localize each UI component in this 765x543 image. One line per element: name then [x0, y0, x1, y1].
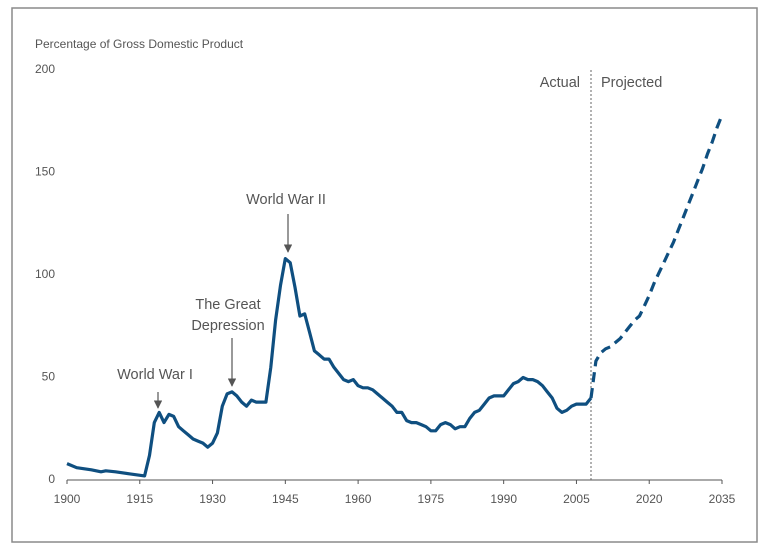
frame — [11, 7, 758, 543]
divider-label: Projected — [601, 75, 662, 91]
x-tick-label: 1900 — [54, 492, 81, 506]
x-tick-label: 2035 — [709, 492, 736, 506]
y-tick-label: 150 — [35, 165, 55, 179]
y-tick-label: 50 — [42, 370, 56, 384]
x-tick-label: 1945 — [272, 492, 299, 506]
y-tick-label: 100 — [35, 267, 55, 281]
annotation: The Great Depression — [191, 297, 264, 334]
x-tick-label: 1930 — [199, 492, 226, 506]
divider-label: Actual — [540, 75, 580, 91]
x-tick-label: 2005 — [563, 492, 590, 506]
annotation: World War I — [117, 367, 193, 383]
x-tick-label: 2020 — [636, 492, 663, 506]
x-tick-label: 1960 — [345, 492, 372, 506]
data-line — [66, 257, 593, 478]
x-tick-label: 1915 — [126, 492, 153, 506]
y-axis-label: Percentage of Gross Domestic Product — [35, 37, 244, 51]
data-line — [589, 114, 724, 399]
x-tick-label: 1975 — [418, 492, 445, 506]
x-tick-label: 1990 — [490, 492, 517, 506]
y-tick-label: 0 — [48, 472, 55, 486]
annotation: World War II — [246, 192, 326, 208]
y-tick-label: 200 — [35, 62, 55, 76]
